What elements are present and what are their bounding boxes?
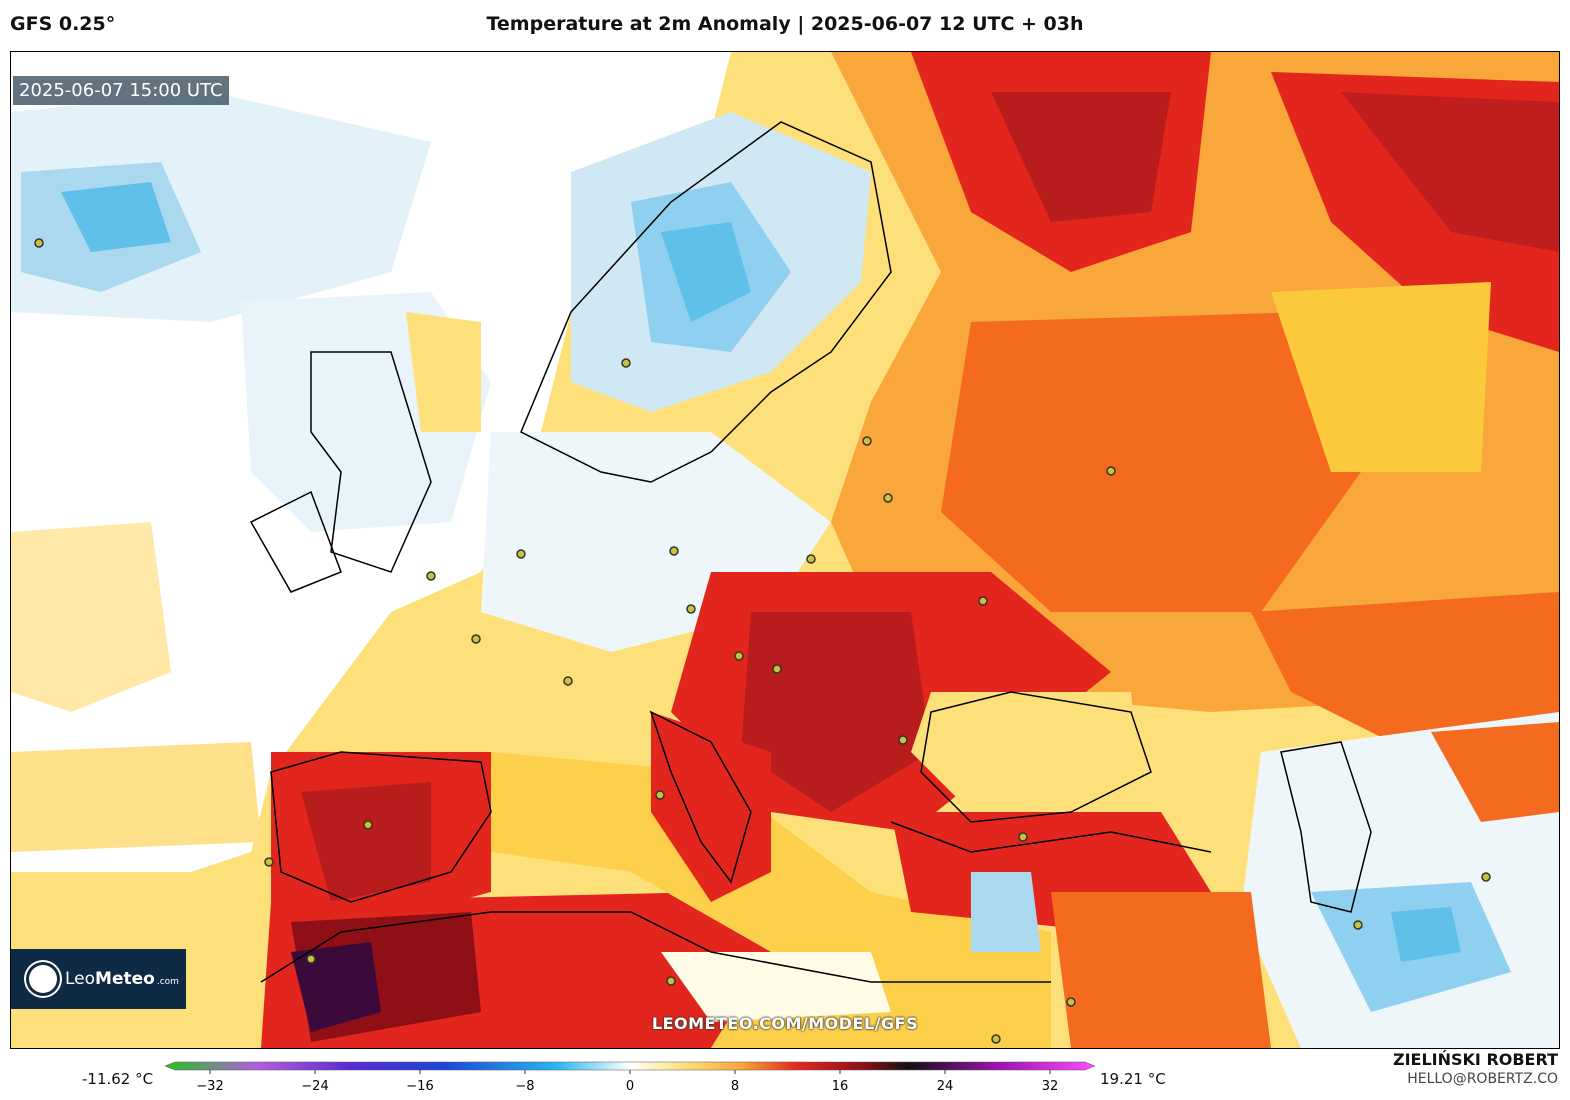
colorbar-tick-label: −32 — [196, 1079, 223, 1094]
colorbar-tick-label: −16 — [406, 1079, 433, 1094]
north-sea-warm — [406, 312, 481, 432]
turkey-coast — [890, 821, 1212, 853]
north-africa-coast — [260, 911, 1051, 983]
british-isles-coast — [249, 351, 432, 593]
anomaly-field — [11, 52, 1559, 1048]
black-sea-coast — [920, 691, 1152, 823]
turkmen-hot — [1431, 722, 1559, 822]
scandinavia-coast — [520, 121, 892, 483]
iran-colder — [1391, 907, 1461, 962]
colorbar-tick-label: 0 — [626, 1079, 634, 1094]
colorbar-tick-label: −8 — [515, 1079, 534, 1094]
anomaly-map: 2025-06-07 15:00 UTC LeoMeteo .com LEOMET… — [10, 51, 1560, 1049]
map-title: Temperature at 2m Anomaly | 2025-06-07 1… — [486, 13, 1084, 35]
colorbar-ticks: −32 −24 −16 −8 0 8 16 24 32 — [196, 1070, 1058, 1094]
leometeo-logo: LeoMeteo .com — [11, 949, 186, 1009]
iberia-very-hot — [301, 782, 431, 902]
urals-very-hot — [1341, 92, 1559, 252]
mediterranean-warm — [491, 752, 1051, 1048]
kazakh-hot — [1251, 592, 1559, 752]
city-markers — [34, 238, 1491, 1044]
morocco-peak — [291, 942, 381, 1032]
caspian-coast — [1280, 741, 1372, 913]
colorbar-tick-label: 16 — [832, 1079, 849, 1094]
italy-coast — [649, 710, 752, 884]
iberia-coast — [270, 751, 492, 903]
colorbar-max-label: 19.21 °C — [1100, 1070, 1166, 1088]
colorbar-gradient — [165, 1061, 1095, 1071]
russia-central-hot — [941, 312, 1361, 612]
colorbar-tick-label: 24 — [937, 1079, 954, 1094]
italy-hot — [651, 712, 771, 902]
model-name: GFS 0.25° — [10, 13, 116, 35]
author-name: ZIELIŃSKI ROBERT — [1392, 1050, 1558, 1069]
colorbar-tick-label: 32 — [1042, 1079, 1059, 1094]
volga-warm — [1271, 282, 1491, 472]
logo-text: LeoMeteo .com — [65, 969, 179, 989]
black-sea-warm — [911, 692, 1141, 812]
colorbar-min-label: -11.62 °C — [82, 1070, 154, 1088]
iceland-colder — [61, 182, 171, 252]
aegean-cool — [971, 872, 1041, 952]
scandinavia-colder — [661, 222, 751, 322]
northern-russia-very-hot — [991, 92, 1171, 222]
valid-time-label: 2025-06-07 15:00 UTC — [13, 76, 229, 105]
colorbar: −32 −24 −16 −8 0 8 16 24 32 — [165, 1061, 1095, 1094]
atlantic-warm-patch — [11, 522, 171, 712]
hungary-very-hot — [741, 612, 931, 812]
sun-icon — [29, 965, 57, 993]
middle-east-hot — [1051, 892, 1271, 1048]
libya-coast-neutral — [661, 952, 891, 1022]
colorbar-tick-label: −24 — [301, 1079, 328, 1094]
source-watermark: LEOMETEO.COM/MODEL/GFS — [651, 1014, 919, 1033]
author-email: HELLO@ROBERTZ.CO — [1407, 1071, 1558, 1087]
colorbar-tick-label: 8 — [731, 1079, 739, 1094]
atlantic-south-warm — [11, 742, 261, 852]
